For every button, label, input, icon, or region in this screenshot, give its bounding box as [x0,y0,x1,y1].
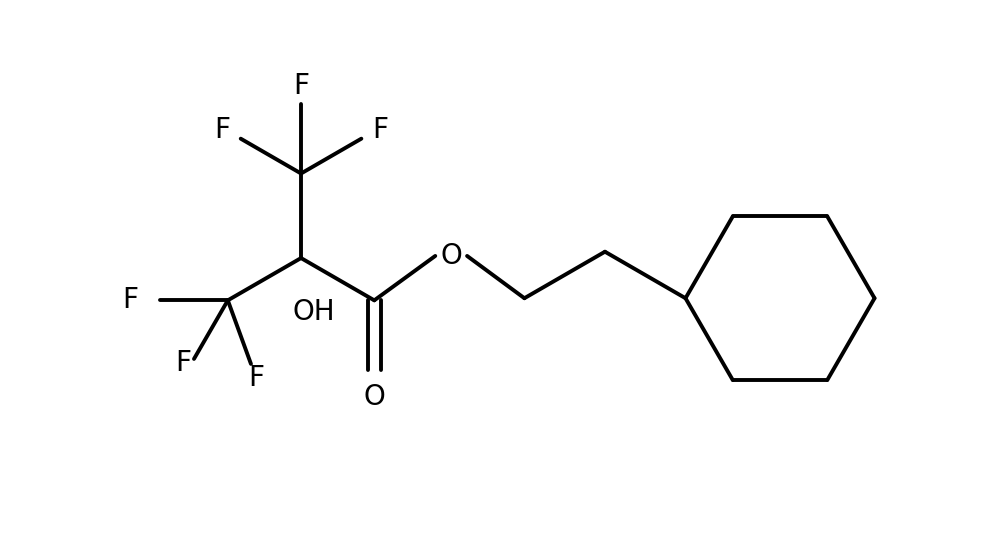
Text: OH: OH [293,298,335,326]
Text: F: F [248,364,264,392]
Text: F: F [372,116,388,144]
Text: F: F [293,72,309,100]
Text: F: F [123,286,138,314]
Text: F: F [175,349,191,377]
Text: F: F [214,116,229,144]
Text: O: O [363,383,385,411]
Text: O: O [441,242,462,270]
